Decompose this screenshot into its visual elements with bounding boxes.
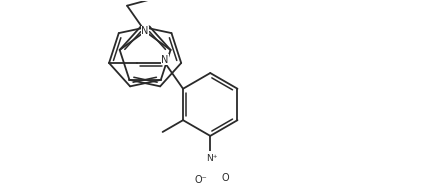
Text: O: O (222, 173, 229, 183)
Text: N: N (142, 26, 149, 36)
Text: N: N (161, 55, 169, 65)
Text: O⁻: O⁻ (194, 175, 207, 184)
Text: N⁺: N⁺ (206, 154, 218, 163)
